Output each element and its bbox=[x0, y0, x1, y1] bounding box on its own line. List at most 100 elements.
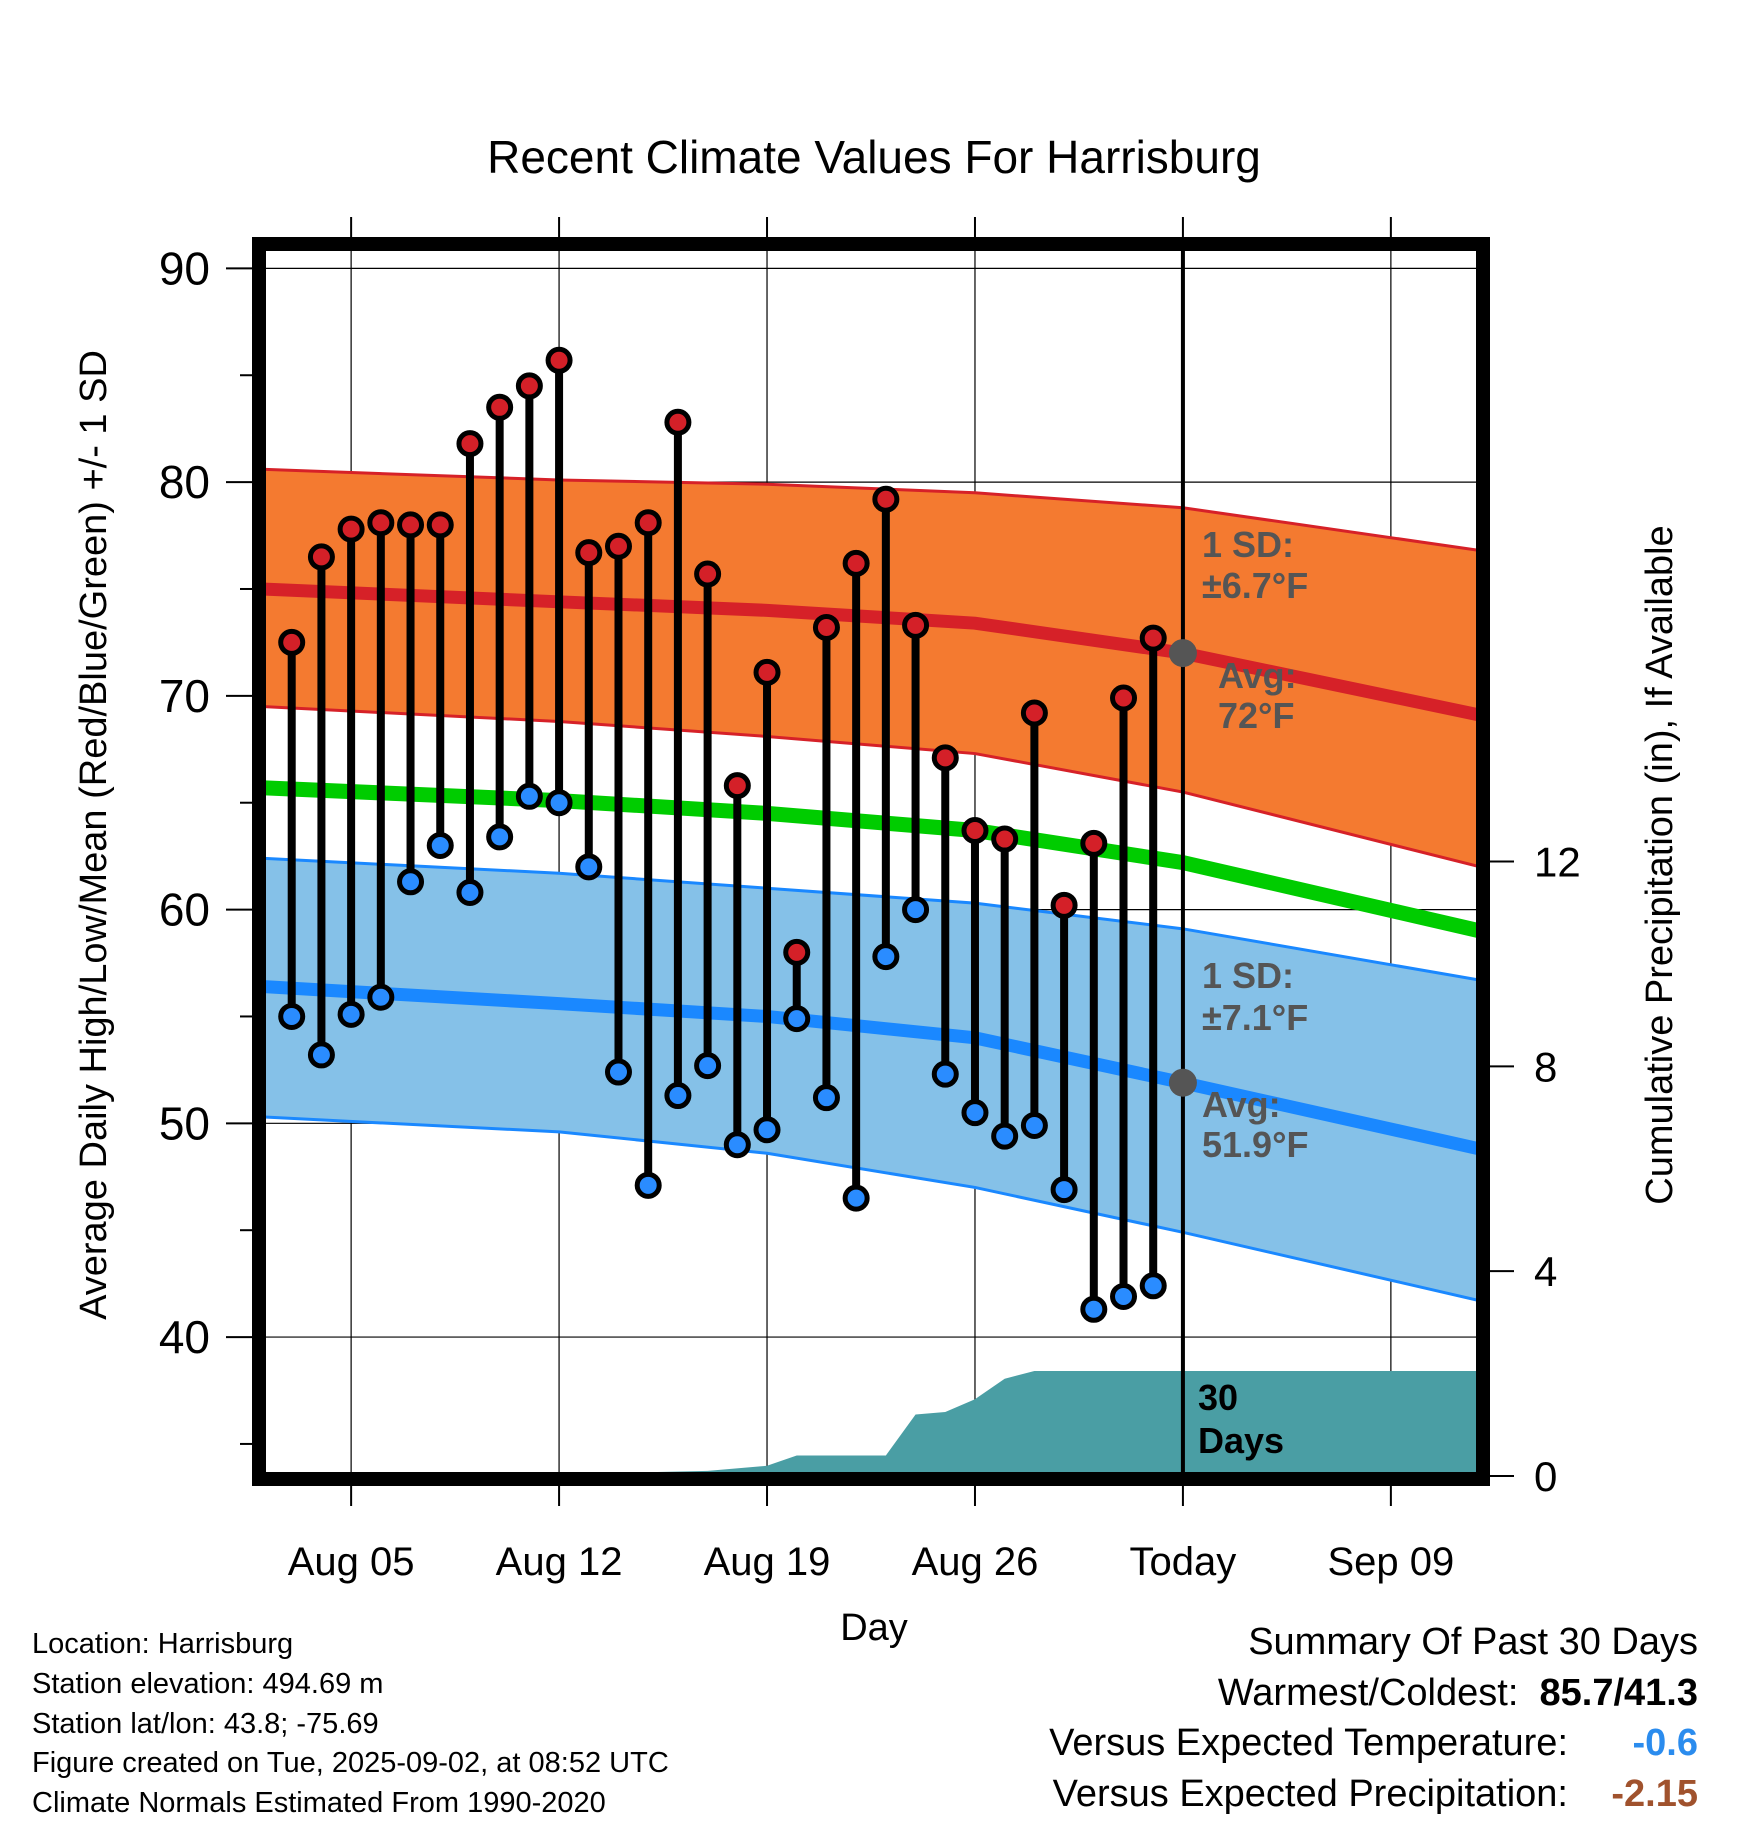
x-tick-label: Aug 12 bbox=[496, 1540, 623, 1584]
high-point bbox=[812, 613, 840, 641]
summary-precip: Versus Expected Precipitation: -2.15 bbox=[1053, 1774, 1698, 1814]
y-axis-label: Average Daily High/Low/Mean (Red/Blue/Gr… bbox=[73, 350, 115, 1320]
high-point bbox=[1020, 699, 1048, 727]
plot-inner bbox=[262, 247, 1480, 1476]
low-point bbox=[872, 943, 900, 971]
summary-temp-value: -0.6 bbox=[1632, 1722, 1698, 1764]
high-point bbox=[278, 628, 306, 656]
low-point bbox=[783, 1005, 811, 1033]
y2-tick-label: 12 bbox=[1534, 839, 1581, 886]
low-point bbox=[812, 1084, 840, 1112]
high-point bbox=[426, 511, 454, 539]
x-tick-label: Today bbox=[1130, 1540, 1237, 1584]
low-point bbox=[1080, 1295, 1108, 1323]
y2-tick-label: 4 bbox=[1534, 1248, 1557, 1295]
high-avg-label: Avg: bbox=[1218, 655, 1297, 696]
high-sd-value: ±6.7°F bbox=[1202, 565, 1308, 606]
high-normal-line bbox=[262, 582, 1480, 722]
low-point bbox=[367, 983, 395, 1011]
low-point bbox=[694, 1052, 722, 1080]
summary-title: Summary Of Past 30 Days bbox=[1248, 1621, 1698, 1663]
high-point bbox=[753, 658, 781, 686]
high-upper-sd-line bbox=[262, 467, 1480, 552]
today-low-normal-marker bbox=[1168, 1068, 1197, 1097]
low-point bbox=[545, 789, 573, 817]
high-sd-band bbox=[262, 469, 1480, 867]
x-axis-label: Day bbox=[840, 1607, 908, 1649]
low-point bbox=[753, 1116, 781, 1144]
chart-title: Recent Climate Values For Harrisburg bbox=[487, 131, 1261, 183]
today-high-normal-marker bbox=[1168, 639, 1197, 668]
y-tick-label: 60 bbox=[159, 884, 210, 936]
low-point bbox=[278, 1002, 306, 1030]
info-normals: Climate Normals Estimated From 1990-2020 bbox=[32, 1787, 606, 1819]
low-point bbox=[961, 1099, 989, 1127]
mean-normal-line bbox=[262, 780, 1480, 939]
low-point bbox=[604, 1058, 632, 1086]
precip-area bbox=[262, 1371, 1480, 1476]
y-tick-label: 90 bbox=[159, 242, 210, 294]
x-tick-label: Aug 19 bbox=[704, 1540, 831, 1584]
low-point bbox=[397, 868, 425, 896]
low-point bbox=[337, 1000, 365, 1028]
low-point bbox=[634, 1171, 662, 1199]
summary-precip-value: -2.15 bbox=[1611, 1773, 1698, 1815]
high-point bbox=[931, 744, 959, 772]
low-point bbox=[842, 1184, 870, 1212]
high-point bbox=[961, 817, 989, 845]
low-point bbox=[575, 853, 603, 881]
high-point bbox=[664, 408, 692, 436]
high-point bbox=[337, 515, 365, 543]
y-tick-label: 40 bbox=[159, 1311, 210, 1363]
high-point bbox=[783, 938, 811, 966]
summary-warmest: Warmest/Coldest: 85.7/41.3 bbox=[1218, 1673, 1698, 1713]
high-point bbox=[991, 825, 1019, 853]
low-point bbox=[1050, 1176, 1078, 1204]
summary-warmest-value: 85.7/41.3 bbox=[1539, 1672, 1698, 1714]
info-created: Figure created on Tue, 2025-09-02, at 08… bbox=[32, 1747, 669, 1779]
high-point bbox=[1139, 624, 1167, 652]
low-sd-label: 1 SD: bbox=[1202, 955, 1294, 996]
x-tick-label: Aug 05 bbox=[288, 1540, 415, 1584]
info-latlon: Station lat/lon: 43.8; -75.69 bbox=[32, 1708, 379, 1740]
high-point bbox=[545, 346, 573, 374]
low-point bbox=[307, 1041, 335, 1069]
low-normal-line bbox=[262, 980, 1480, 1156]
high-point bbox=[1080, 829, 1108, 857]
low-sd-band bbox=[262, 858, 1480, 1301]
high-point bbox=[842, 549, 870, 577]
high-point bbox=[1050, 891, 1078, 919]
low-point bbox=[1139, 1272, 1167, 1300]
summary-temp-label: Versus Expected Temperature: bbox=[1049, 1722, 1568, 1764]
high-point bbox=[367, 509, 395, 537]
summary-precip-label: Versus Expected Precipitation: bbox=[1052, 1773, 1568, 1815]
high-point bbox=[307, 543, 335, 571]
high-point bbox=[872, 485, 900, 513]
low-point bbox=[723, 1131, 751, 1159]
y-tick-label: 70 bbox=[159, 670, 210, 722]
y-tick-label: 50 bbox=[159, 1097, 210, 1149]
x-tick-label: Sep 09 bbox=[1327, 1540, 1454, 1584]
y-tick-label: 80 bbox=[159, 456, 210, 508]
high-point bbox=[515, 372, 543, 400]
low-point bbox=[991, 1122, 1019, 1150]
low-point bbox=[1020, 1111, 1048, 1139]
low-point bbox=[1110, 1282, 1138, 1310]
high-avg-value: 72°F bbox=[1218, 695, 1294, 736]
high-point bbox=[694, 560, 722, 588]
high-point bbox=[397, 511, 425, 539]
summary-temp: Versus Expected Temperature: -0.6 bbox=[1049, 1723, 1698, 1763]
high-lower-sd-line bbox=[262, 705, 1480, 869]
low-sd-value: ±7.1°F bbox=[1202, 997, 1308, 1038]
low-point bbox=[426, 831, 454, 859]
y2-axis-label: Cumulative Precipitation (in), If Availa… bbox=[1639, 525, 1681, 1204]
high-point bbox=[902, 611, 930, 639]
high-sd-label: 1 SD: bbox=[1202, 524, 1294, 565]
summary-warmest-label: Warmest/Coldest: bbox=[1217, 1672, 1519, 1714]
high-point bbox=[575, 539, 603, 567]
low-avg-label: Avg: bbox=[1202, 1084, 1281, 1125]
high-point bbox=[634, 509, 662, 537]
low-point bbox=[456, 878, 484, 906]
